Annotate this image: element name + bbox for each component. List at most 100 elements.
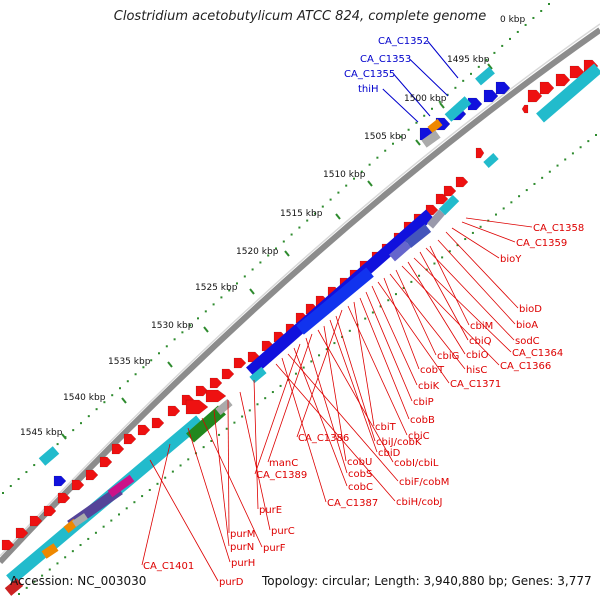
inner-tick-dot [410, 280, 413, 283]
inner-tick-dot [41, 574, 44, 577]
gene-label-blue: CA_C1353 [360, 54, 411, 65]
gene-label-red: bioY [500, 254, 522, 265]
outer-tick-dot [516, 30, 519, 33]
inner-tick-dot [325, 348, 328, 351]
reverse-gene-green [186, 405, 226, 443]
tick-mark [335, 213, 341, 220]
outer-tick-dot [126, 380, 129, 383]
inner-tick-dot [564, 158, 567, 161]
tick-label: 1545 kbp [20, 428, 63, 438]
inner-tick-dot [310, 360, 313, 363]
gene-label-red: cbiJ/cobK [376, 437, 422, 448]
reverse-gene-orange [41, 543, 59, 559]
outer-tick-dot [9, 485, 12, 488]
forward-gene [205, 389, 227, 403]
leader-line-red [407, 261, 466, 355]
tick-mark [415, 139, 421, 146]
outer-tick-dot [33, 464, 36, 467]
reverse-gene-slate [404, 224, 432, 248]
inner-tick-dot [218, 433, 221, 436]
gene-label-red: CA_C1358 [533, 223, 584, 234]
inner-tick-dot [333, 342, 336, 345]
outer-tick-dot [477, 65, 480, 68]
leader-line-red [371, 285, 418, 386]
leader-line-red [323, 325, 347, 462]
outer-tick-dot [548, 3, 550, 5]
leader-line-red [201, 417, 263, 548]
forward-gene [111, 443, 125, 455]
gene-track [1, 59, 600, 596]
leader-line-red [305, 337, 348, 474]
inner-tick-dot [541, 176, 544, 179]
reverse-gene-cyan [475, 66, 495, 86]
forward-gene [15, 527, 29, 539]
forward-gene [527, 89, 543, 103]
outer-tick-dot [384, 149, 387, 152]
inner-tick-dot [579, 146, 582, 149]
leader-line-red [335, 315, 376, 442]
leader-line-red [141, 443, 171, 566]
inner-tick-dot [187, 458, 190, 461]
outer-tick-dot [275, 247, 277, 250]
outer-tick-dot [462, 79, 465, 82]
inner-tick-dot [294, 372, 297, 375]
forward-gene [221, 368, 235, 380]
backbone [0, 23, 600, 565]
forward-gene [435, 193, 449, 205]
inner-tick-dot [256, 403, 259, 406]
outer-tick-dot [72, 429, 75, 432]
inner-tick-dot [156, 482, 159, 485]
reverse-gene-blue [483, 89, 499, 103]
gene-label-red: cbiP [413, 397, 434, 408]
leader-line-red [187, 427, 231, 563]
inner-tick-dot [525, 189, 528, 192]
outer-tick-dot [111, 394, 114, 397]
inner-tick-dot [402, 287, 405, 289]
outer-tick-dot [298, 226, 301, 229]
inner-tick-dot [48, 568, 51, 571]
tick-label: 1500 kbp [404, 94, 447, 104]
forward-gene [209, 377, 223, 389]
gene-label-red: purC [271, 526, 295, 537]
outer-tick-dot [220, 296, 223, 299]
tick-label: 1520 kbp [236, 247, 279, 257]
reverse-gene-grey [72, 513, 88, 527]
reverse-gene-orange [427, 118, 443, 134]
outer-tick-dot [345, 184, 348, 187]
leader-line-blue [393, 73, 431, 117]
reverse-gene-blue [296, 267, 374, 335]
forward-gene [185, 399, 209, 415]
outer-tick-dot [95, 408, 98, 411]
tick-mark [249, 288, 255, 295]
inner-tick-dot [33, 580, 36, 583]
gene-label-red: cbiM [470, 321, 493, 332]
outer-tick-dot [56, 443, 59, 446]
outer-tick-dot [165, 345, 168, 348]
outer-tick-dot [524, 23, 527, 26]
inner-tick-dot [518, 195, 521, 198]
tick-label-fragment: 0 kbp [500, 15, 526, 25]
outer-tick-dot [353, 177, 355, 180]
outer-tick-dot [329, 198, 332, 201]
forward-gene [443, 185, 457, 197]
tick-label: 1495 kbp [447, 55, 490, 65]
inner-tick-dot [464, 238, 467, 241]
leader-line-red [451, 227, 500, 259]
outer-tick-dot [399, 135, 402, 138]
gene-labels: CA_C1352 CA_C1353 CA_C1355 thiH CA_C1358 CA_C… [143, 36, 584, 588]
inner-tick-dot [164, 476, 167, 479]
tick-mark [203, 326, 209, 333]
leader-line-red [377, 281, 450, 384]
inner-tick-dot [279, 384, 282, 387]
inner-tick-dot [364, 317, 367, 320]
reverse-gene-cyan [444, 96, 472, 122]
forward-gene [57, 492, 71, 504]
outer-tick-dot [189, 324, 192, 327]
leader-line-red [383, 277, 420, 370]
leader-line-red [401, 265, 500, 366]
forward-gene [167, 405, 181, 417]
gene-label-red: hisC [466, 365, 487, 376]
outer-tick-dot [142, 366, 145, 369]
inner-tick-dot [118, 513, 121, 516]
